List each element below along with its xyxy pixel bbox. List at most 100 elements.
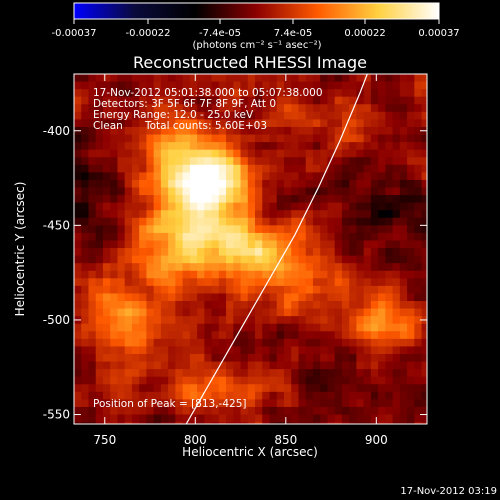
heatmap-cell: [168, 293, 176, 302]
heatmap-cell: [218, 406, 227, 416]
heatmap-cell: [327, 187, 336, 196]
heatmap-cell: [211, 361, 220, 370]
heatmap-cell: [320, 293, 329, 302]
heatmap-cell: [341, 179, 350, 189]
heatmap-cell: [182, 414, 191, 423]
heatmap-cell: [233, 240, 242, 249]
heatmap-cell: [204, 96, 213, 105]
heatmap-cell: [291, 119, 300, 128]
heatmap-cell: [247, 255, 256, 264]
heatmap-cell: [146, 376, 155, 385]
heatmap-cell: [349, 270, 357, 279]
heatmap-cell: [305, 111, 314, 121]
heatmap-cell: [182, 263, 191, 272]
heatmap-cell: [74, 414, 82, 423]
heatmap-cell: [139, 202, 148, 211]
heatmap-cell: [349, 74, 357, 83]
heatmap-cell: [204, 285, 213, 295]
heatmap-cell: [102, 399, 111, 408]
heatmap-cell: [124, 361, 133, 370]
heatmap-cell: [233, 255, 242, 264]
heatmap-cell: [407, 240, 415, 249]
heatmap-cell: [385, 301, 394, 310]
heatmap-cell: [298, 263, 307, 272]
heatmap-cell: [370, 285, 379, 295]
heatmap-cell: [349, 142, 357, 151]
heatmap-cell: [255, 399, 263, 408]
heatmap-cell: [378, 119, 386, 128]
heatmap-cell: [240, 316, 249, 325]
heatmap-cell: [349, 202, 357, 211]
heatmap-cell: [102, 195, 111, 204]
heatmap-cell: [204, 331, 213, 340]
heatmap-cell: [421, 285, 427, 295]
heatmap-cell: [392, 126, 401, 136]
heatmap-cell: [305, 104, 314, 113]
heatmap-cell: [320, 104, 329, 113]
heatmap-cell: [102, 301, 111, 310]
heatmap-cell: [124, 149, 133, 158]
heatmap-cell: [211, 149, 220, 158]
heatmap-cell: [124, 187, 133, 196]
heatmap-cell: [139, 157, 148, 166]
heatmap-cell: [312, 179, 321, 189]
heatmap-cell: [276, 119, 285, 128]
heatmap-cell: [211, 217, 220, 226]
heatmap-cell: [385, 217, 394, 226]
heatmap-cell: [276, 126, 285, 136]
heatmap-cell: [327, 232, 336, 242]
heatmap-cell: [226, 308, 234, 317]
heatmap-cell: [110, 157, 119, 166]
heatmap-cell: [168, 338, 176, 348]
heatmap-cell: [168, 308, 176, 317]
heatmap-cell: [110, 316, 119, 325]
heatmap-cell: [240, 406, 249, 416]
heatmap-cell: [305, 255, 314, 264]
heatmap-cell: [298, 164, 307, 173]
heatmap-cell: [88, 96, 97, 105]
heatmap-cell: [211, 119, 220, 128]
heatmap-cell: [81, 399, 90, 408]
heatmap-cell: [160, 384, 169, 393]
heatmap-cell: [182, 232, 191, 242]
colorbar-tick-label: -7.4e-05: [199, 28, 241, 39]
heatmap-cell: [95, 369, 104, 378]
heatmap-cell: [124, 406, 133, 416]
heatmap-cell: [233, 376, 242, 385]
heatmap-cell: [146, 126, 155, 136]
heatmap-cell: [291, 323, 300, 332]
heatmap-cell: [363, 134, 372, 143]
heatmap-cell: [414, 399, 423, 408]
heatmap-cell: [291, 285, 300, 295]
heatmap-cell: [160, 270, 169, 279]
heatmap-cell: [197, 187, 205, 196]
heatmap-cell: [153, 346, 162, 355]
heatmap-cell: [110, 263, 119, 272]
heatmap-cell: [182, 285, 191, 295]
solar-limb-line: [185, 74, 368, 424]
heatmap-cell: [341, 195, 350, 204]
heatmap-cell: [291, 126, 300, 136]
heatmap-cell: [327, 399, 336, 408]
y-tick-label: -550: [43, 408, 70, 422]
heatmap-cell: [146, 179, 155, 189]
heatmap-cell: [95, 376, 104, 385]
heatmap-cell: [378, 285, 386, 295]
heatmap-cell: [392, 164, 401, 173]
heatmap-cell: [312, 316, 321, 325]
heatmap-cell: [182, 278, 191, 287]
heatmap-cell: [197, 81, 205, 90]
heatmap-cell: [298, 323, 307, 332]
heatmap-cell: [363, 164, 372, 173]
heatmap-cell: [378, 210, 386, 219]
heatmap-cell: [407, 361, 415, 370]
heatmap-cell: [131, 142, 140, 151]
heatmap-cell: [211, 96, 220, 105]
heatmap-cell: [327, 126, 336, 136]
heatmap-cell: [211, 255, 220, 264]
heatmap-cell: [124, 308, 133, 317]
heatmap-cell: [95, 164, 104, 173]
heatmap-cell: [146, 301, 155, 310]
heatmap-cell: [283, 202, 292, 211]
heatmap-cell: [341, 111, 350, 121]
